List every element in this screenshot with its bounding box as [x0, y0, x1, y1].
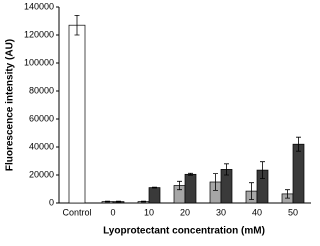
x-tick-label: 30: [216, 207, 226, 217]
error-bar: [74, 15, 80, 36]
bar: [184, 173, 197, 204]
y-tick-label: 100000: [24, 57, 54, 67]
bar: [292, 143, 305, 204]
error-bar: [177, 180, 182, 191]
x-tick-label: 0: [110, 207, 115, 217]
bar: [68, 24, 86, 204]
error-bar: [249, 182, 254, 200]
error-bar: [260, 161, 265, 179]
x-tick-label: 10: [144, 207, 154, 217]
y-axis-label: Fluorescence intensity (AU): [5, 39, 16, 171]
y-tick-label: 0: [49, 197, 54, 207]
error-bar: [105, 200, 110, 203]
error-bar: [285, 189, 290, 199]
x-axis-label: Lyoprotectant concentration (mM): [103, 226, 265, 237]
error-bar: [296, 136, 301, 152]
error-bar: [141, 200, 146, 203]
error-bar: [213, 173, 218, 191]
error-bar: [188, 172, 193, 176]
error-bar: [224, 163, 229, 176]
error-bar: [152, 186, 157, 189]
y-tick-label: 80000: [29, 85, 54, 95]
y-tick-label: 60000: [29, 113, 54, 123]
bar: [148, 187, 161, 204]
y-tick-label: 140000: [24, 1, 54, 11]
y-tick-label: 120000: [24, 29, 54, 39]
y-tick-label: 20000: [29, 169, 54, 179]
y-tick-label: 40000: [29, 141, 54, 151]
x-tick-label: Control: [62, 207, 91, 217]
chart: Fluorescence intensity (AU) Lyoprotectan…: [5, 1, 311, 237]
x-tick-label: 50: [288, 207, 298, 217]
x-tick-label: 20: [180, 207, 190, 217]
error-bar: [116, 200, 121, 203]
x-tick-label: 40: [252, 207, 262, 217]
